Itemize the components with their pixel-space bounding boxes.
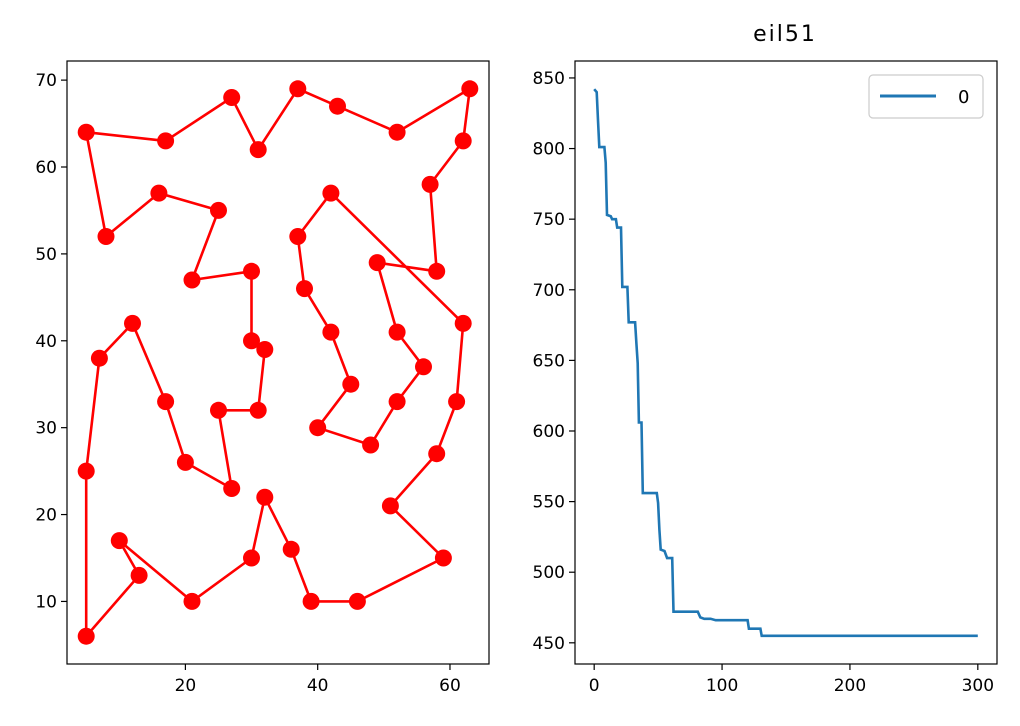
convergence-plot-frame [574, 60, 998, 665]
city-point [249, 401, 267, 419]
city-point [77, 627, 95, 645]
tour-plot-ytick-label: 60 [35, 158, 57, 178]
city-point [448, 393, 466, 411]
legend: 0 [868, 74, 984, 119]
city-point [428, 445, 446, 463]
convergence-plot-ytick-label: 850 [533, 69, 565, 89]
city-point [243, 549, 260, 567]
tour-plot-xtick-label: 20 [175, 676, 197, 696]
city-point [124, 314, 141, 332]
tour-plot-ytick-label: 40 [35, 332, 57, 352]
city-point [157, 132, 175, 150]
tour-plot-ytick-label: 50 [35, 245, 57, 265]
city-point [157, 393, 175, 411]
city-point [428, 262, 446, 280]
city-point [368, 254, 386, 272]
city-point [210, 401, 227, 419]
city-point [454, 132, 472, 150]
city-point [461, 80, 479, 98]
city-point [421, 175, 439, 193]
city-point [97, 228, 115, 245]
tour-plot-ytick-label: 30 [35, 419, 57, 439]
city-point [388, 393, 406, 411]
convergence-plot: eil51 0 100 200 300 450 500 550 600 650 700 750 800… [533, 22, 998, 696]
convergence-plot-ytick-label: 450 [533, 634, 565, 654]
city-point [362, 436, 380, 454]
city-point [434, 549, 452, 567]
city-point [454, 314, 472, 332]
city-point [322, 184, 340, 202]
convergence-plot-ytick-label: 800 [533, 140, 565, 160]
convergence-plot-xtick-label: 100 [706, 676, 738, 696]
city-point [388, 123, 406, 141]
city-point [289, 80, 307, 98]
best-distance-line [593, 88, 978, 638]
city-point [256, 488, 274, 506]
city-point [322, 323, 340, 341]
city-point [302, 592, 320, 610]
city-point [282, 540, 300, 558]
city-point [243, 262, 260, 280]
convergence-plot-xtick-label: 300 [962, 676, 994, 696]
city-point [150, 184, 168, 202]
city-point [183, 592, 201, 610]
city-point [223, 89, 241, 106]
tour-plot-xtick-label: 40 [307, 676, 329, 696]
city-point [183, 271, 201, 289]
convergence-plot-ytick-label: 500 [533, 563, 565, 583]
tour-plot-frame [66, 60, 490, 665]
city-point [256, 341, 274, 358]
convergence-plot-ytick-label: 550 [533, 493, 565, 513]
city-point [289, 228, 307, 245]
tour-plot-xtick-label: 60 [439, 676, 461, 696]
city-point [329, 97, 346, 115]
city-point [77, 462, 95, 480]
tour-plot-ytick-label: 10 [35, 592, 57, 612]
convergence-plot-xtick-label: 200 [834, 676, 866, 696]
convergence-plot-title: eil51 [753, 22, 817, 47]
tour-plot: 20 40 60 10 20 30 40 50 60 70 [35, 60, 490, 696]
convergence-plot-ytick-label: 650 [533, 351, 565, 371]
city-point [342, 375, 360, 393]
legend-entry-label: 0 [958, 87, 969, 108]
city-point [309, 419, 327, 437]
tour-plot-ytick-label: 70 [35, 71, 57, 91]
city-point [296, 280, 313, 298]
city-point [130, 566, 148, 584]
tour-plot-data [77, 80, 479, 645]
city-point [176, 453, 194, 471]
city-point [415, 358, 432, 376]
city-point [110, 532, 128, 550]
city-point [223, 480, 241, 497]
city-point [77, 123, 95, 141]
convergence-plot-data [593, 88, 978, 638]
convergence-plot-xtick-label: 0 [589, 676, 600, 696]
city-point [249, 141, 267, 159]
convergence-plot-ytick-label: 700 [533, 281, 565, 301]
convergence-plot-ticks: 0 100 200 300 450 500 550 600 650 700 750 800 850 [533, 69, 994, 696]
convergence-plot-ytick-label: 750 [533, 210, 565, 230]
city-point [381, 497, 399, 515]
city-point [210, 201, 227, 219]
city-point [90, 349, 108, 367]
city-point [243, 332, 260, 350]
tour-plot-ytick-label: 20 [35, 506, 57, 526]
convergence-plot-ytick-label: 600 [533, 422, 565, 442]
tour-path-line [84, 87, 472, 638]
city-point [348, 592, 366, 610]
city-point [388, 323, 406, 341]
tour-plot-ticks: 20 40 60 10 20 30 40 50 60 70 [35, 71, 460, 696]
